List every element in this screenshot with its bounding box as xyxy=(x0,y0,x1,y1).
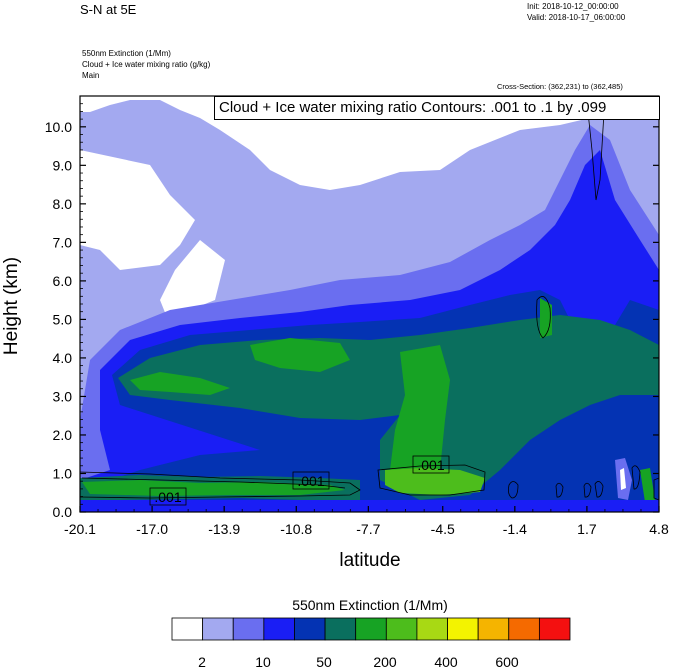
x-tick-label: 1.7 xyxy=(577,521,597,537)
variable-label-main: Main xyxy=(82,71,100,80)
y-axis-label: Height (km) xyxy=(1,256,22,356)
contour-label-box xyxy=(149,487,187,506)
contour-label: .001 xyxy=(417,457,444,473)
colorbar-label: 2 xyxy=(198,654,206,670)
contour-label: .001 xyxy=(297,473,324,489)
x-tick-label: -13.9 xyxy=(208,521,240,537)
x-tick-label: -20.1 xyxy=(64,521,96,537)
y-tick-label: 8.0 xyxy=(53,196,73,212)
colorbar-label: 400 xyxy=(434,654,458,670)
variable-label-mixing-ratio: Cloud + Ice water mixing ratio (g/kg) xyxy=(82,60,211,69)
chart-title: S-N at 5E xyxy=(80,2,137,17)
x-tick-label: 4.8 xyxy=(649,521,669,537)
contour-labels: .001 .001 .001 xyxy=(149,455,450,506)
init-time: Init: 2018-10-12_00:00:00 xyxy=(527,2,619,11)
valid-time: Valid: 2018-10-17_06:00:00 xyxy=(527,13,626,22)
axes: -20.1 -17.0 -13.9 -10.8 -7.7 -4.5 -1.4 1.7 4.8 0.… xyxy=(45,95,669,537)
variable-label-extinction: 550nm Extinction (1/Mm) xyxy=(82,49,171,58)
x-tick-label: -7.7 xyxy=(356,521,380,537)
x-tick-label: -4.5 xyxy=(431,521,455,537)
extinction-field xyxy=(80,96,659,512)
cross-section-label: Cross-Section: (362,231) to (362,485) xyxy=(497,82,623,91)
colorbar-label: 200 xyxy=(373,654,397,670)
y-tick-label: 4.0 xyxy=(53,350,73,366)
contour-label-box xyxy=(412,455,450,474)
x-axis-label: latitude xyxy=(339,550,401,571)
y-tick-label: 5.0 xyxy=(53,311,73,327)
y-tick-label: 6.0 xyxy=(53,273,73,289)
x-tick-label: -10.8 xyxy=(280,521,312,537)
contour-label: .001 xyxy=(154,489,181,505)
colorbar-title: 550nm Extinction (1/Mm) xyxy=(292,597,448,613)
y-tick-label: 7.0 xyxy=(53,234,73,250)
colorbar-label: 50 xyxy=(316,654,332,670)
contour-label-box xyxy=(292,471,330,490)
y-tick-label: 0.0 xyxy=(53,504,73,520)
contour-lines xyxy=(80,111,659,501)
y-tick-label: 2.0 xyxy=(53,427,73,443)
x-tick-label: -1.4 xyxy=(503,521,527,537)
y-tick-label: 9.0 xyxy=(53,157,73,173)
y-tick-label: 10.0 xyxy=(45,119,72,135)
colorbar-label: 10 xyxy=(255,654,271,670)
contour-info-box: Cloud + Ice water mixing ratio Contours:… xyxy=(214,96,660,120)
y-tick-label: 3.0 xyxy=(53,388,73,404)
y-tick-label: 1.0 xyxy=(53,465,73,481)
x-tick-label: -17.0 xyxy=(136,521,168,537)
colorbar-label: 600 xyxy=(495,654,519,670)
